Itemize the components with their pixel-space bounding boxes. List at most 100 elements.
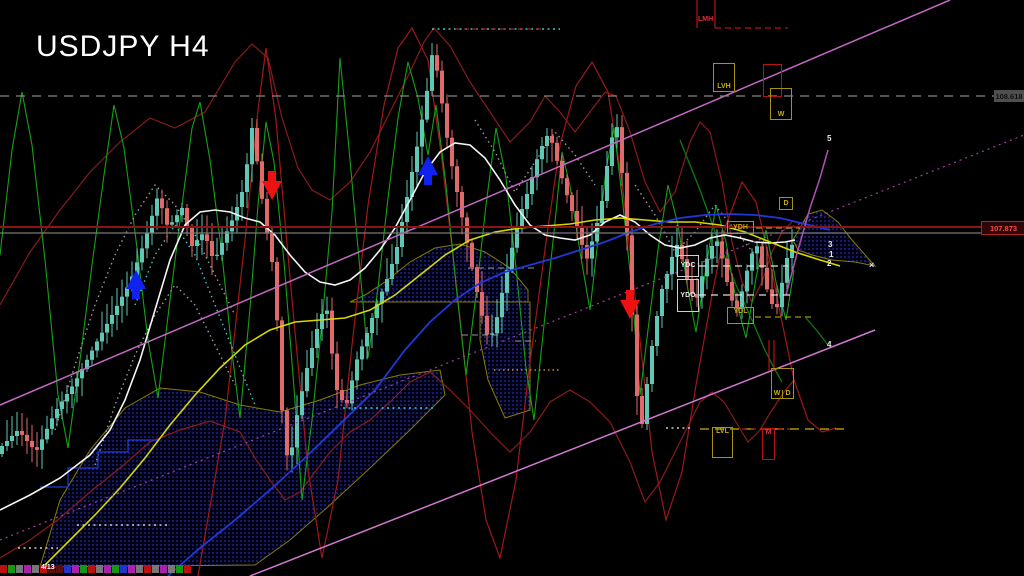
candle-body [345, 400, 349, 404]
signal-bar-segment [128, 565, 135, 573]
candle-body [65, 394, 69, 402]
candle-body [365, 333, 369, 347]
level-box-label: M [765, 429, 772, 436]
candle-body [360, 346, 364, 360]
signal-bar-segment [136, 565, 143, 573]
candle-body [485, 315, 489, 335]
candle-body [145, 233, 149, 249]
indicator-lines-back [0, 26, 837, 576]
signal-bar-segment [40, 565, 47, 573]
candle-body [490, 333, 494, 335]
candle-body [625, 172, 629, 236]
candle-body [390, 264, 394, 279]
candle-body [375, 303, 379, 318]
candle-body [135, 262, 139, 277]
level-box-label: YDO [680, 291, 696, 299]
level-box-w-top: W [770, 88, 792, 120]
candle-body [420, 119, 424, 147]
candle-body [380, 291, 384, 304]
level-label-lmh: LMH [698, 16, 714, 23]
candle-body [25, 434, 29, 441]
candle-body [520, 209, 524, 227]
candle-body [650, 346, 654, 384]
candle-body [220, 242, 224, 255]
candle-body [705, 258, 709, 277]
candle-body [50, 418, 54, 429]
candle-body [100, 332, 104, 342]
level-box-ydl: YDL [727, 307, 754, 324]
candle-body [745, 270, 749, 292]
signal-bar [0, 565, 191, 573]
candle-body [675, 244, 679, 257]
candle-body [235, 207, 239, 221]
candle-body [540, 146, 544, 160]
candle-body [535, 159, 539, 178]
candle-body [340, 390, 344, 400]
signal-bar-segment [176, 565, 183, 573]
candle-body [670, 256, 674, 274]
candle-body [60, 401, 64, 409]
candle-body [480, 292, 484, 316]
trade-signal-arrow-up [418, 156, 438, 185]
candle-body [370, 318, 374, 333]
candle-body [30, 441, 34, 448]
level-box-label: YDL [733, 308, 748, 315]
trade-signal-arrow-down [620, 290, 640, 319]
candle-body [335, 353, 339, 390]
candle-body [425, 90, 429, 120]
candle-body [760, 246, 764, 268]
signal-bar-segment [152, 565, 159, 573]
ichimoku-clouds [39, 209, 877, 568]
candle-body [460, 192, 464, 218]
signal-bar-segment [160, 565, 167, 573]
candle-body [410, 172, 414, 197]
candle-body [140, 248, 144, 263]
indicator-line-red-wave [197, 26, 837, 576]
candle-body [125, 287, 129, 297]
chart-title: USDJPY H4 [36, 30, 210, 63]
candle-body [155, 198, 159, 216]
level-box-cell-d: D [782, 390, 793, 398]
candle-body [690, 279, 694, 294]
candle-body [0, 446, 4, 454]
candle-body [195, 240, 199, 246]
candle-body [635, 314, 639, 396]
candle-body [400, 222, 404, 247]
candle-body [15, 431, 19, 436]
candle-body [615, 127, 619, 138]
candle-body [660, 289, 664, 316]
candle-body [680, 244, 684, 260]
candle-body [645, 384, 649, 424]
candle-body [385, 279, 389, 292]
candle-body [170, 222, 174, 225]
candle-body [285, 410, 289, 456]
level-box-m: M [762, 428, 775, 460]
candle-body [185, 208, 189, 227]
candle-body [495, 317, 499, 334]
signal-bar-segment [0, 565, 7, 573]
level-box-d: D [779, 197, 793, 210]
candle-body [730, 282, 734, 301]
candle-body [395, 247, 399, 264]
candle-body [445, 103, 449, 138]
wave-count-2: 2 [827, 259, 832, 268]
candle-body [20, 431, 24, 435]
signal-bar-segment [48, 565, 55, 573]
candle-body [720, 241, 724, 259]
candle-body [205, 234, 209, 241]
level-box-lvh: LVH [713, 63, 735, 92]
candle-body [695, 294, 699, 298]
candle-body [780, 282, 784, 308]
cloud-apex-marker: × [869, 260, 875, 270]
candle-body [225, 231, 229, 243]
candle-body [740, 291, 744, 309]
level-box-w-d: W D [771, 368, 794, 399]
level-box-cell-w: W [772, 390, 782, 398]
level-box-label: D [785, 390, 791, 397]
candle-body [350, 380, 354, 404]
wave-count-4: 4 [827, 340, 832, 349]
candle-body [500, 292, 504, 318]
candle-body [90, 350, 94, 360]
